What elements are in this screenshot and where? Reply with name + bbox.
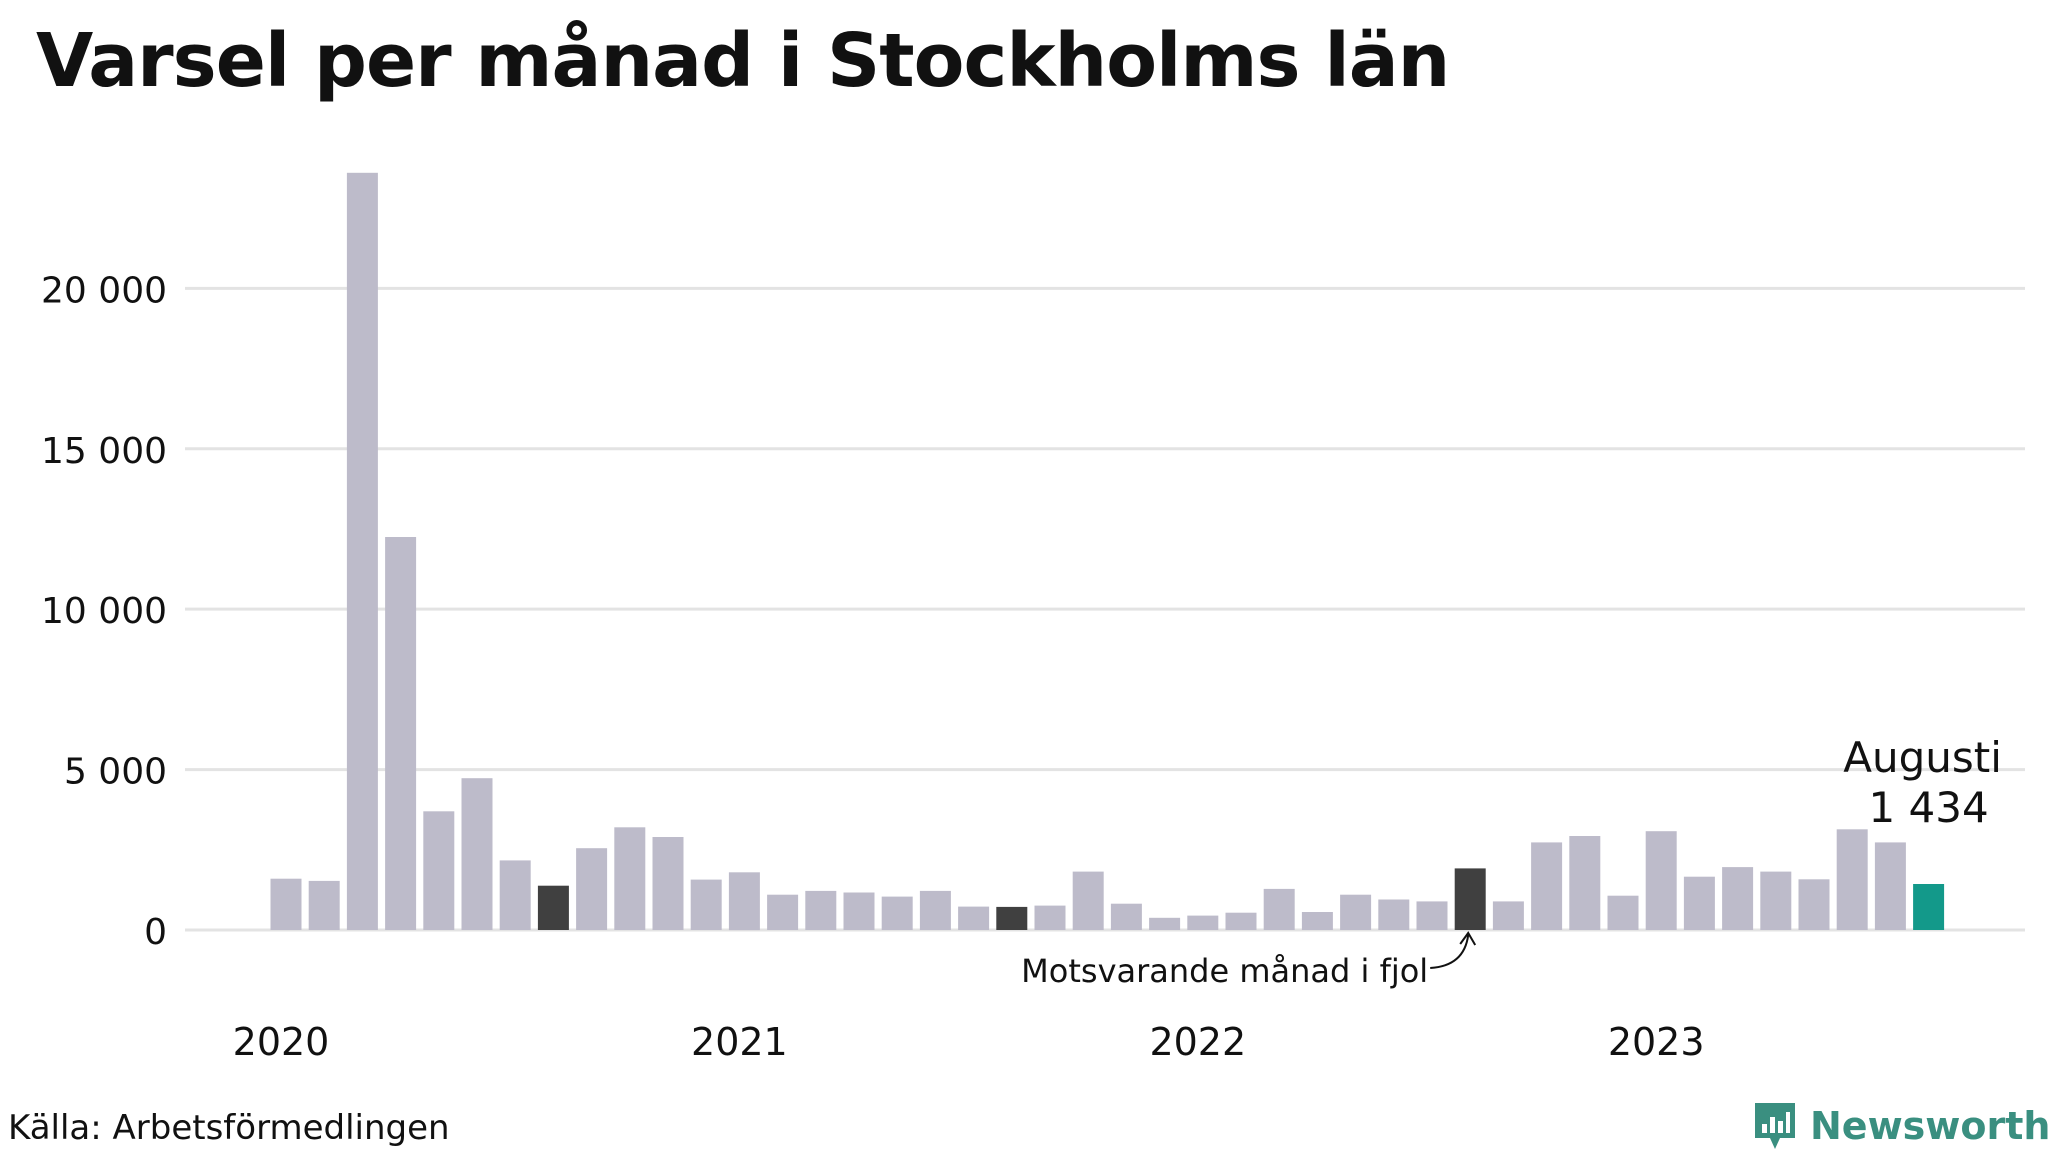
bar: [1225, 912, 1257, 930]
bar: [1340, 894, 1372, 930]
x-tick-label: 2020: [233, 1020, 330, 1064]
bar: [805, 890, 837, 930]
comparison-label: Motsvarande månad i fjol: [1021, 952, 1428, 990]
bar: [576, 848, 608, 930]
newsworthy-logo-icon: [1755, 1103, 1795, 1149]
bar: [919, 890, 951, 930]
bar: [1607, 895, 1639, 930]
source-note: Källa: Arbetsförmedlingen: [8, 1108, 450, 1148]
bar: [1798, 879, 1830, 930]
bar: [1416, 901, 1448, 930]
bar: [1531, 842, 1563, 930]
bar: [958, 906, 990, 930]
x-tick-label: 2022: [1149, 1020, 1246, 1064]
bar: [1034, 905, 1066, 930]
bar: [270, 878, 302, 930]
bar-comparison-month: [537, 885, 569, 930]
x-axis: 2020 2021 2022 2023: [233, 1020, 1705, 1064]
y-tick-label: 0: [144, 912, 167, 953]
brand-logo: Newsworthy: [1752, 1100, 2048, 1152]
bar: [843, 892, 875, 930]
bar: [1110, 903, 1142, 930]
bar: [1263, 888, 1295, 930]
bar: [1187, 915, 1219, 930]
annotations: Augusti 1 434 Motsvarande månad i fjol: [1021, 733, 2002, 990]
y-tick-label: 20 000: [41, 270, 167, 311]
current-month-value: 1 434: [1868, 783, 1988, 832]
bar: [728, 872, 760, 931]
bar: [385, 537, 417, 930]
bar: [1569, 836, 1601, 930]
bar-current-month: [1913, 884, 1945, 930]
bar: [1072, 871, 1104, 930]
bar: [1149, 917, 1181, 930]
bar: [1874, 842, 1906, 930]
bar-comparison-month: [996, 906, 1028, 930]
bar: [1683, 876, 1715, 930]
bar: [1760, 871, 1792, 930]
chart-title: Varsel per månad i Stockholms län: [36, 18, 1450, 104]
bar: [881, 896, 913, 930]
bar: [614, 827, 646, 930]
y-tick-label: 5 000: [64, 752, 167, 793]
brand-name: Newsworthy: [1810, 1104, 2048, 1148]
y-axis: 0 5 000 10 000 15 000 20 000: [41, 270, 167, 953]
bar: [346, 172, 378, 931]
bar: [1722, 867, 1754, 930]
bar: [1492, 901, 1524, 930]
comparison-arrow: [1430, 934, 1470, 969]
bar-comparison-month: [1454, 868, 1486, 930]
y-tick-label: 15 000: [41, 431, 167, 472]
y-tick-label: 10 000: [41, 591, 167, 632]
current-month-label: Augusti: [1843, 733, 2002, 782]
bar: [308, 880, 340, 930]
bar: [423, 811, 455, 930]
bar: [1301, 912, 1333, 930]
bar: [767, 894, 799, 930]
bars: [270, 172, 1945, 931]
bar: [1836, 829, 1868, 930]
x-tick-label: 2021: [691, 1020, 788, 1064]
bar: [652, 837, 684, 930]
bar: [1378, 899, 1410, 930]
gridlines: [185, 286, 2025, 932]
bar: [499, 860, 531, 930]
bar: [461, 778, 493, 930]
comparison-arrowhead: [1459, 931, 1477, 946]
bar: [690, 879, 722, 930]
bar: [1645, 831, 1677, 930]
x-tick-label: 2023: [1608, 1020, 1705, 1064]
